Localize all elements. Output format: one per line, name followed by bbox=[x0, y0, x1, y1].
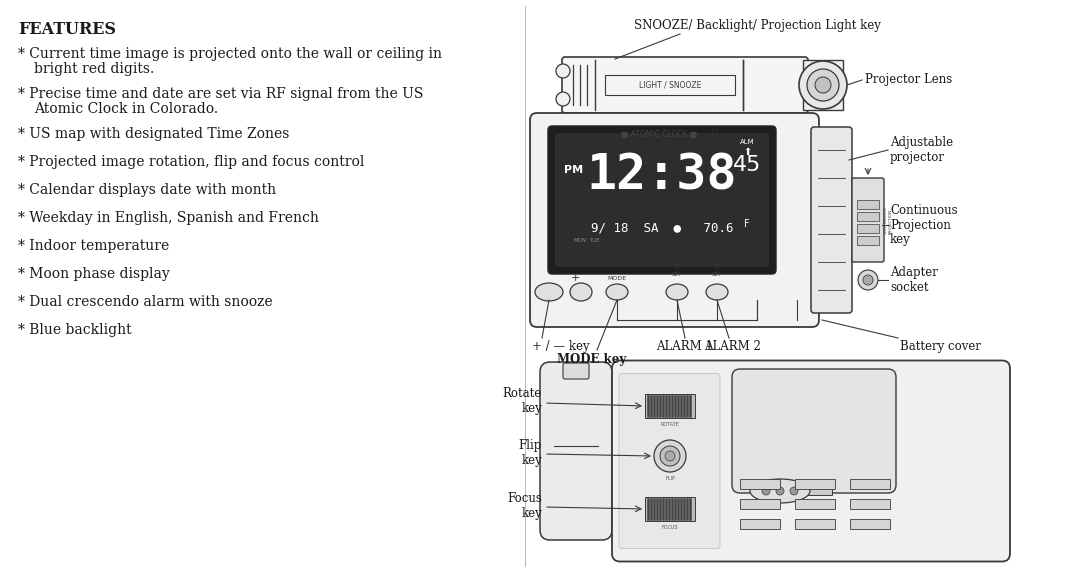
Text: * Blue backlight: * Blue backlight bbox=[18, 323, 132, 337]
Ellipse shape bbox=[750, 479, 810, 503]
Circle shape bbox=[858, 270, 878, 290]
Bar bbox=[645, 394, 696, 418]
Bar bbox=[795, 479, 835, 488]
Text: Continuous
Projection
key: Continuous Projection key bbox=[890, 203, 958, 247]
Ellipse shape bbox=[606, 284, 627, 300]
Text: Projector Lens: Projector Lens bbox=[865, 74, 953, 86]
Text: ALARM 2: ALARM 2 bbox=[703, 340, 760, 353]
Text: CONTINUOUS
PROJECTION: CONTINUOUS PROJECTION bbox=[885, 206, 892, 234]
Bar bbox=[858, 224, 879, 233]
Ellipse shape bbox=[666, 284, 688, 300]
Text: * Calendar displays date with month: * Calendar displays date with month bbox=[18, 183, 276, 197]
Text: * Indoor temperature: * Indoor temperature bbox=[18, 239, 170, 253]
Text: Atomic Clock in Colorado.: Atomic Clock in Colorado. bbox=[33, 102, 218, 116]
Ellipse shape bbox=[706, 284, 728, 300]
FancyBboxPatch shape bbox=[852, 178, 885, 262]
FancyBboxPatch shape bbox=[548, 126, 777, 274]
Text: * Projected image rotation, flip and focus control: * Projected image rotation, flip and foc… bbox=[18, 155, 364, 169]
Circle shape bbox=[665, 451, 675, 461]
Bar bbox=[796, 481, 832, 495]
FancyBboxPatch shape bbox=[811, 127, 852, 313]
Text: LIGHT / SNOOZE: LIGHT / SNOOZE bbox=[638, 81, 701, 89]
Bar bbox=[850, 518, 890, 529]
Circle shape bbox=[863, 275, 873, 285]
Text: * US map with designated Time Zones: * US map with designated Time Zones bbox=[18, 127, 289, 141]
Text: bright red digits.: bright red digits. bbox=[33, 62, 154, 76]
Bar bbox=[858, 236, 879, 245]
Text: F: F bbox=[744, 219, 750, 229]
Circle shape bbox=[660, 446, 680, 466]
FancyBboxPatch shape bbox=[732, 369, 896, 493]
Text: MODE key: MODE key bbox=[557, 353, 626, 366]
Bar bbox=[645, 497, 696, 521]
Text: +: + bbox=[570, 273, 580, 283]
Circle shape bbox=[556, 92, 570, 106]
Circle shape bbox=[654, 440, 686, 472]
Text: SET: SET bbox=[712, 271, 723, 276]
Bar bbox=[740, 518, 780, 529]
Text: Adapter
socket: Adapter socket bbox=[890, 266, 937, 294]
Bar bbox=[795, 498, 835, 509]
Text: Flip
key: Flip key bbox=[518, 439, 542, 467]
Text: 🔔: 🔔 bbox=[715, 262, 719, 268]
Circle shape bbox=[815, 77, 831, 93]
Bar bbox=[795, 518, 835, 529]
Ellipse shape bbox=[570, 283, 592, 301]
FancyBboxPatch shape bbox=[562, 57, 808, 113]
Text: * Precise time and date are set via RF signal from the US: * Precise time and date are set via RF s… bbox=[18, 87, 423, 101]
Text: 12:38: 12:38 bbox=[586, 151, 738, 199]
Text: MON: MON bbox=[573, 237, 586, 242]
Circle shape bbox=[789, 487, 798, 495]
FancyBboxPatch shape bbox=[619, 373, 720, 548]
Bar bbox=[740, 479, 780, 488]
Text: Rotate
key: Rotate key bbox=[503, 387, 542, 415]
Text: FEATURES: FEATURES bbox=[18, 21, 116, 38]
FancyBboxPatch shape bbox=[563, 363, 589, 379]
Text: * Current time image is projected onto the wall or ceiling in: * Current time image is projected onto t… bbox=[18, 47, 442, 61]
Bar bbox=[850, 498, 890, 509]
Text: 45: 45 bbox=[733, 155, 761, 175]
Bar bbox=[858, 212, 879, 221]
Text: SNOOZE/ Backlight/ Projection Light key: SNOOZE/ Backlight/ Projection Light key bbox=[634, 19, 880, 32]
Circle shape bbox=[777, 487, 784, 495]
Text: * Moon phase display: * Moon phase display bbox=[18, 267, 170, 281]
Text: FLIP: FLIP bbox=[665, 476, 675, 481]
Text: ALM: ALM bbox=[740, 139, 754, 145]
FancyBboxPatch shape bbox=[612, 361, 1010, 562]
Circle shape bbox=[762, 487, 770, 495]
Bar bbox=[605, 75, 735, 95]
Text: ⬆: ⬆ bbox=[743, 147, 751, 157]
Text: MODE: MODE bbox=[607, 275, 626, 281]
FancyBboxPatch shape bbox=[804, 60, 843, 110]
FancyBboxPatch shape bbox=[530, 113, 819, 327]
Circle shape bbox=[807, 69, 839, 101]
Text: Focus
key: Focus key bbox=[508, 492, 542, 520]
Bar bbox=[740, 498, 780, 509]
Text: SET: SET bbox=[672, 271, 683, 276]
FancyBboxPatch shape bbox=[555, 133, 769, 267]
Text: FOCUS: FOCUS bbox=[662, 525, 678, 530]
Text: * Dual crescendo alarm with snooze: * Dual crescendo alarm with snooze bbox=[18, 295, 272, 309]
Text: ROTATE: ROTATE bbox=[661, 422, 679, 427]
Bar bbox=[850, 479, 890, 488]
Text: TUE: TUE bbox=[589, 237, 599, 242]
Circle shape bbox=[799, 61, 847, 109]
Text: * Weekday in English, Spanish and French: * Weekday in English, Spanish and French bbox=[18, 211, 319, 225]
Text: Battery cover: Battery cover bbox=[900, 340, 981, 353]
Text: 📡: 📡 bbox=[712, 127, 717, 137]
Text: ■ ATOMIC CLOCK ■: ■ ATOMIC CLOCK ■ bbox=[621, 131, 698, 139]
Circle shape bbox=[556, 64, 570, 78]
Text: PM: PM bbox=[565, 165, 583, 175]
FancyBboxPatch shape bbox=[540, 362, 612, 540]
Text: + / — key: + / — key bbox=[532, 340, 590, 353]
Text: ALARM 1: ALARM 1 bbox=[657, 340, 714, 353]
Text: 🔔: 🔔 bbox=[675, 262, 679, 268]
Bar bbox=[858, 200, 879, 209]
Text: Adjustable
projector: Adjustable projector bbox=[890, 136, 954, 164]
Text: 9/ 18  SA  ●   70.6: 9/ 18 SA ● 70.6 bbox=[591, 222, 733, 234]
Ellipse shape bbox=[535, 283, 563, 301]
